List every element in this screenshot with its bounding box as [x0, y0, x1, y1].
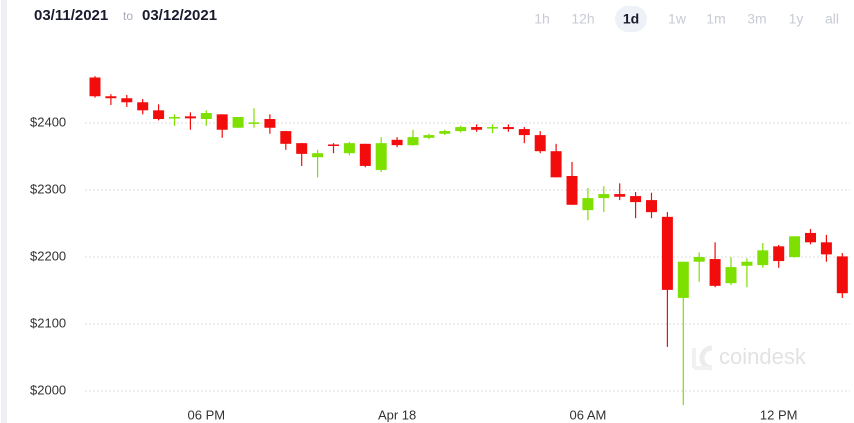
range-buttons: 1h 12h 1d 1w 1m 3m 1y all	[534, 6, 839, 32]
candle-body	[391, 139, 403, 146]
range-button[interactable]: 1w	[668, 11, 687, 27]
candle-body	[105, 96, 117, 99]
candle-body	[216, 114, 228, 130]
candle-body	[137, 102, 149, 111]
candle-body	[661, 216, 673, 290]
range-button[interactable]: 1m	[706, 11, 725, 27]
candle-body	[280, 131, 292, 144]
candle-body	[487, 127, 498, 129]
range-button[interactable]: 1y	[789, 11, 804, 27]
y-tick-label: $2200	[30, 248, 66, 263]
y-tick-label: $2100	[30, 315, 66, 330]
candle-body	[184, 116, 196, 119]
candle-body	[375, 143, 387, 170]
candle-body	[534, 135, 546, 152]
candle-body	[566, 175, 578, 205]
candle-body	[709, 259, 721, 286]
candle-body	[423, 135, 435, 138]
candle-body	[836, 256, 848, 294]
candle-body	[646, 200, 657, 213]
candle-body	[200, 113, 212, 120]
watermark-icon	[692, 348, 712, 370]
date-separator: to	[123, 9, 133, 23]
candle-body	[630, 196, 642, 203]
candle-body	[359, 143, 371, 166]
x-tick-label: 12 PM	[760, 407, 798, 422]
candle-body	[582, 198, 594, 211]
candle-body	[169, 117, 180, 119]
y-tick-label: $2000	[30, 382, 66, 397]
candle-body	[805, 232, 816, 243]
candle-body	[614, 194, 626, 197]
candle-body	[312, 153, 324, 158]
date-from: 03/11/2021	[34, 7, 108, 24]
candle-body	[407, 137, 419, 146]
candle-body	[153, 110, 165, 120]
candle-body	[677, 261, 689, 298]
candle-body	[550, 151, 562, 178]
candle-body	[328, 144, 339, 146]
range-button[interactable]: all	[825, 11, 839, 27]
candle-body	[820, 242, 832, 255]
candle-body	[121, 98, 133, 103]
candle-body	[502, 127, 514, 130]
candle-body	[598, 194, 610, 199]
candle-body	[741, 261, 753, 266]
x-tick-label: 06 PM	[188, 407, 226, 422]
candle-body	[455, 127, 467, 132]
x-tick-label: Apr 18	[378, 407, 416, 422]
candle-body	[296, 143, 308, 154]
candle-body	[264, 119, 276, 128]
candle-body	[439, 131, 451, 134]
watermark: coindesk	[692, 344, 807, 371]
y-tick-label: $2300	[30, 181, 66, 196]
candle-body	[693, 257, 705, 262]
candle-body	[471, 127, 483, 130]
range-button[interactable]: 12h	[571, 11, 594, 27]
candle-body	[725, 267, 737, 284]
candle-body	[343, 143, 355, 154]
range-button-bg	[615, 6, 647, 32]
date-to: 03/12/2021	[142, 7, 217, 24]
candle-body	[248, 122, 260, 124]
candle-body	[757, 250, 769, 266]
candle-body	[518, 129, 530, 136]
range-button[interactable]: 1h	[534, 11, 550, 27]
candle-body	[789, 236, 801, 258]
x-tick-label: 06 AM	[569, 407, 606, 422]
candle-body	[773, 246, 785, 262]
range-button[interactable]: 3m	[747, 11, 766, 27]
watermark-text: coindesk	[719, 344, 807, 369]
range-button[interactable]: 1d	[623, 11, 639, 27]
candle-body	[89, 77, 101, 97]
candle-body	[232, 117, 244, 128]
watermark-icon	[699, 345, 713, 371]
y-tick-label: $2400	[30, 114, 66, 129]
